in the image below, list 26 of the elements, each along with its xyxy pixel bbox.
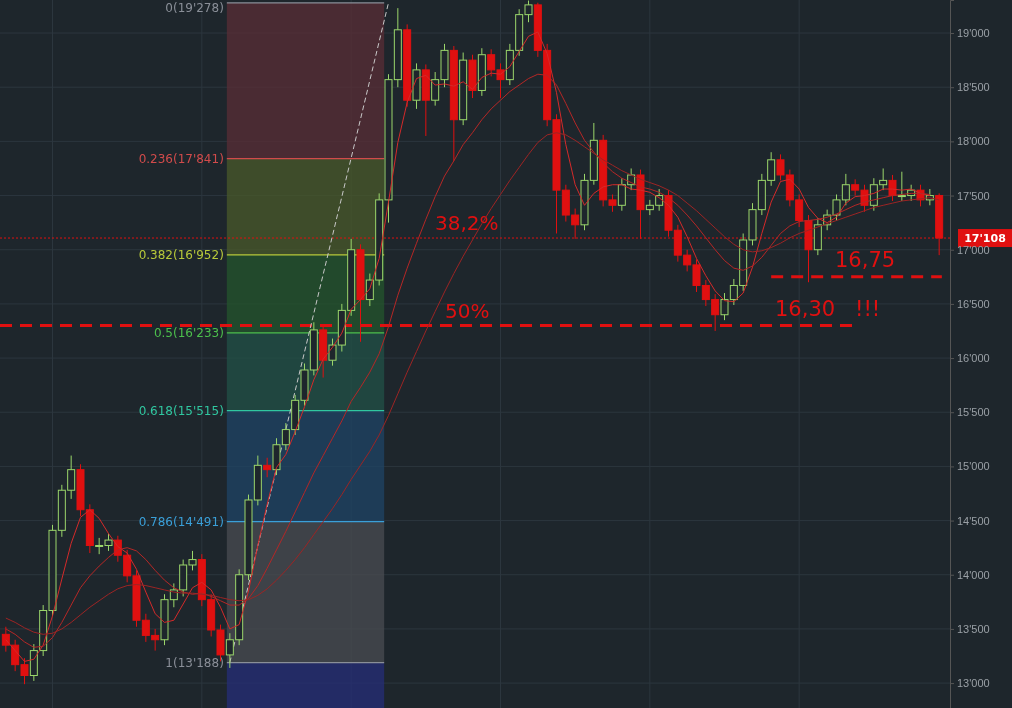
- ref-line-label: 0.5(16'233): [153, 325, 224, 340]
- y-tick-label: 14'000: [957, 568, 990, 581]
- ref-line-label: 0(19'278): [165, 1, 224, 15]
- annotation: 38,2%: [435, 211, 499, 236]
- ref-line-label: 0.786(14'491): [138, 514, 224, 529]
- y-tick-label: 15'500: [957, 406, 990, 419]
- y-tick-label: 15'000: [957, 460, 990, 473]
- ref-line-label: 1(13'188): [165, 655, 224, 670]
- y-tick-label: 17'500: [957, 189, 990, 202]
- y-tick-label: 13'000: [957, 677, 990, 690]
- ref-line-label: 17'108: [964, 232, 1006, 246]
- y-tick-label: 17'000: [957, 243, 990, 256]
- y-tick-label: 18'000: [957, 135, 990, 148]
- annotation: 16,75: [835, 247, 896, 272]
- y-tick-label: 13'500: [957, 622, 990, 635]
- ref-line-label: 0.618(15'515): [138, 403, 224, 418]
- y-tick-label: 16'500: [957, 297, 990, 310]
- annotation: 50%: [445, 298, 490, 323]
- y-tick-label: 14'500: [957, 514, 990, 527]
- ref-line-label: 0.382(16'952): [138, 247, 224, 262]
- y-tick-label: 16'000: [957, 352, 990, 365]
- annotation: 16,30: [775, 296, 836, 321]
- annotation: !!!: [855, 296, 881, 321]
- ref-line-label: 0.236(17'841): [138, 151, 224, 166]
- y-tick-label: 19'000: [957, 27, 990, 40]
- y-tick-label: 18'500: [957, 81, 990, 94]
